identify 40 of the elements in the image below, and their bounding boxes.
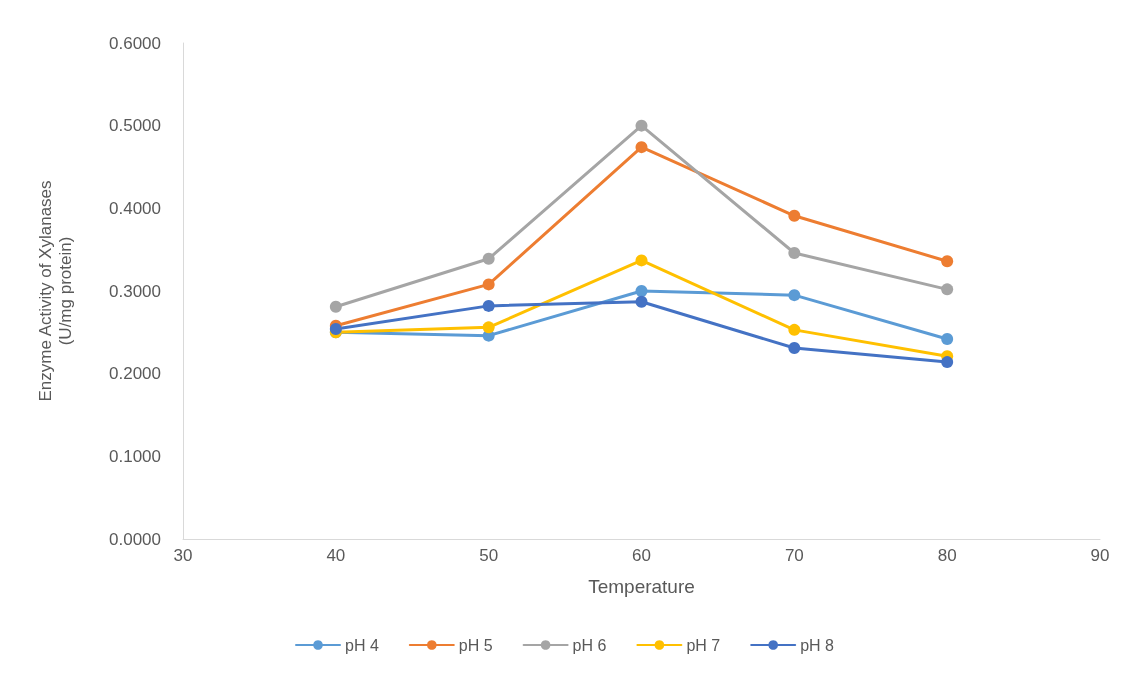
point xyxy=(635,285,648,297)
point xyxy=(788,209,801,222)
point xyxy=(788,289,801,302)
point xyxy=(482,299,495,312)
x-tick-label: 40 xyxy=(326,546,346,565)
x-tick-label: 70 xyxy=(784,546,804,565)
point xyxy=(941,255,954,268)
x-axis-title: Temperature xyxy=(588,576,695,597)
legend-label: pH 4 xyxy=(345,636,379,654)
point xyxy=(635,295,648,308)
point xyxy=(482,252,495,265)
point xyxy=(329,300,342,313)
y-tick-label: 0.5000 xyxy=(109,116,161,136)
point xyxy=(788,342,801,355)
y-tick-label: 0.1000 xyxy=(109,446,161,466)
point xyxy=(941,332,954,345)
legend-label: pH 8 xyxy=(800,636,835,654)
x-tick-label: 60 xyxy=(632,546,651,565)
point xyxy=(941,283,954,296)
point xyxy=(482,321,495,334)
y-axis-title: Enzyme Activity of Xylanases (U/mg protein) xyxy=(35,180,75,402)
point xyxy=(635,141,648,154)
x-tick-label: 30 xyxy=(173,546,193,565)
point xyxy=(635,119,648,132)
legend-label: pH 7 xyxy=(686,636,721,654)
y-tick-label: 0.3000 xyxy=(109,281,161,301)
legend-label: pH 6 xyxy=(572,636,607,654)
point xyxy=(788,323,801,336)
point xyxy=(941,356,954,369)
y-tick-label: 0.2000 xyxy=(109,364,161,384)
y-tick-label: 0.6000 xyxy=(109,33,161,53)
point xyxy=(788,246,801,259)
x-tick-label: 50 xyxy=(479,546,499,565)
y-tick-label: 0.4000 xyxy=(109,198,161,218)
x-tick-label: 80 xyxy=(937,546,957,565)
x-tick-label: 90 xyxy=(1090,546,1110,565)
y-tick-label: 0.0000 xyxy=(109,529,161,549)
legend-label: pH 5 xyxy=(458,636,493,654)
point xyxy=(482,278,495,291)
point xyxy=(635,254,648,267)
